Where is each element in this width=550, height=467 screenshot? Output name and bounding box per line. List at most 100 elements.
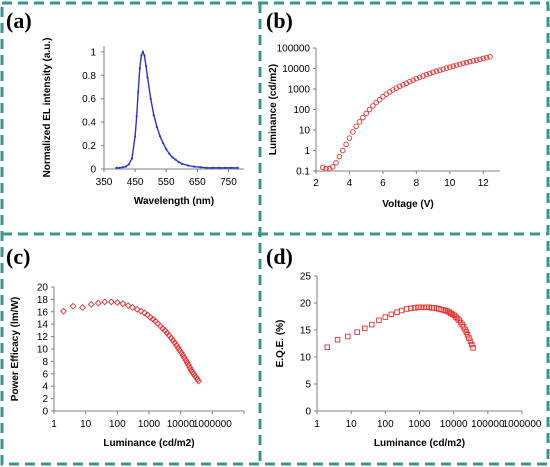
panel-d-x-tick-label: 1 xyxy=(314,419,320,430)
panel-a-data-point xyxy=(143,54,146,57)
panel-d-data-point xyxy=(470,345,476,351)
panel-b-data-point xyxy=(356,119,363,125)
panel-c-x-tick-label: 10 xyxy=(80,419,92,430)
panel-c-data-point xyxy=(79,304,87,311)
panel-a-series-line xyxy=(116,50,238,169)
panel-d-data-point xyxy=(467,338,474,345)
panel-b-data-point xyxy=(370,103,376,109)
panel-a-data-point xyxy=(230,166,233,169)
panel-c-data-point xyxy=(176,346,184,354)
panel-d-data-point xyxy=(464,332,471,338)
panel-d-data-point xyxy=(415,304,421,311)
panel-b-data-point xyxy=(437,67,443,73)
panel-a-data-point xyxy=(205,166,208,169)
panel-c-x-tick-label: 1 xyxy=(51,419,57,430)
panel-d-x-tick-label: 10 xyxy=(346,419,358,430)
panel-a-data-point xyxy=(236,166,239,169)
panel-a-data-point xyxy=(124,165,127,168)
panel-b-data-point xyxy=(457,61,463,68)
panel-a-x-tick-label: 550 xyxy=(158,177,175,188)
panel-d-x-axis-title: Luminance (cd/m2) xyxy=(374,438,465,449)
panel-b-y-tick-label: 10 xyxy=(299,126,311,137)
panel-a-data-point xyxy=(193,165,196,168)
panel-c-y-tick-label: 18 xyxy=(37,295,49,306)
panel-a-data-point xyxy=(211,166,214,169)
panel-b-data-point xyxy=(333,160,339,166)
panel-a-data-point xyxy=(224,166,227,169)
panel-c-data-point xyxy=(119,300,127,308)
panel-d-data-point xyxy=(453,314,459,320)
panel-a-data-point xyxy=(135,115,138,118)
panel-d-data-point xyxy=(382,314,389,320)
panel-a-data-point xyxy=(137,90,140,93)
panel-b-y-axis-title: Luminance (cd/m2) xyxy=(268,64,279,155)
panel-d-x-tick-label: 1000000 xyxy=(503,419,542,430)
panel-d-data-point xyxy=(354,329,360,335)
panel-b-data-point xyxy=(416,74,423,81)
panel-b-data-point xyxy=(430,69,436,76)
panel-c-y-tick-label: 10 xyxy=(37,345,49,356)
panel-a-data-point xyxy=(199,166,202,169)
panel-c-data-point xyxy=(182,356,190,364)
panel-a-data-point xyxy=(174,158,177,161)
panel-b-data-point xyxy=(467,58,473,65)
panel-b-data-point xyxy=(470,58,476,64)
panel-b-data-point xyxy=(406,78,413,85)
panel-c-label: (c) xyxy=(6,244,30,269)
panel-c-y-tick-label: 8 xyxy=(42,357,48,368)
panel-c-data-point xyxy=(94,299,102,307)
panel-c-data-point xyxy=(133,305,141,313)
panel-d-data-point xyxy=(469,341,475,348)
panel-a-data-point xyxy=(180,162,183,165)
panel-c-data-point xyxy=(113,299,121,306)
panel-b-data-point xyxy=(373,99,379,106)
panel-d-data-point xyxy=(466,335,472,341)
panel-d-data-point xyxy=(388,311,395,318)
panel-c-data-point xyxy=(169,336,177,344)
panel-c-y-tick-label: 2 xyxy=(42,394,48,405)
panel-d-data-point xyxy=(408,305,414,312)
panel-c-data-point xyxy=(177,349,185,357)
panel-a-data-point xyxy=(140,54,143,57)
panel-d-x-tick-label: 100000 xyxy=(471,419,505,430)
panel-c-data-point xyxy=(141,309,148,317)
panel-a-data-point xyxy=(218,166,221,169)
panel-a-data-point xyxy=(138,67,141,70)
panel-b-data-point xyxy=(329,164,336,170)
panel-a-data-point xyxy=(152,114,155,117)
panel-c-data-point xyxy=(174,344,182,352)
panel-b-data-point xyxy=(383,91,390,97)
panel-b-x-tick-label: 2 xyxy=(313,178,319,189)
panel-b-data-point xyxy=(483,54,490,61)
panel-b-data-point xyxy=(423,71,430,78)
panel-a-y-tick-label: 0 xyxy=(90,165,96,176)
panel-d-data-point xyxy=(418,304,424,311)
panel-a-data-point xyxy=(186,164,190,167)
panel-a-plot: 350 450 550 650 750 0 0.2 0.4 0.6 0.8 1 Wavelength … xyxy=(42,38,244,207)
panel-b-data-point xyxy=(426,70,433,77)
panel-a-y-tick-label: 0.8 xyxy=(82,71,96,82)
panel-c: (c) 1 10 100 1000 10000100000002468101214161… xyxy=(6,244,245,449)
panel-d-y-tick-label: 20 xyxy=(300,299,312,310)
panel-d-x-tick-label: 10000 xyxy=(440,419,468,430)
panel-b-x-tick-label: 8 xyxy=(414,178,420,189)
panel-b-y-tick-label: 100 xyxy=(293,105,310,116)
panel-c-data-point xyxy=(186,364,194,372)
panel-a-data-point xyxy=(168,152,171,155)
panel-b-data-point xyxy=(376,96,383,103)
panel-b-data-point xyxy=(396,83,403,90)
panel-a-data-point xyxy=(155,125,158,128)
panel-b-data-point xyxy=(380,93,386,100)
panel-d-label: (d) xyxy=(266,244,293,269)
panel-d-x-tick-label: 1000 xyxy=(408,419,431,430)
panel-d-data-point xyxy=(426,304,432,311)
panel-b-data-point xyxy=(343,141,349,148)
panel-a-y-tick-label: 0.6 xyxy=(82,94,96,105)
panel-b-x-axis-title: Voltage (V) xyxy=(382,199,433,210)
panel-c-y-tick-label: 0 xyxy=(42,407,48,418)
panel-b-data-point xyxy=(350,129,356,135)
panel-a-data-point xyxy=(177,160,180,164)
